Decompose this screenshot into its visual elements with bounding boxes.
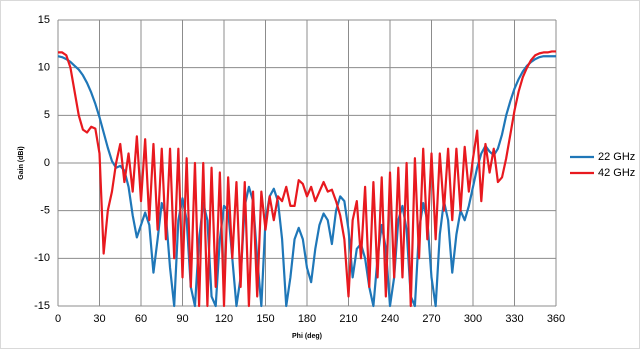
x-tick-label: 360: [547, 313, 565, 325]
y-tick-label: 10: [38, 62, 50, 74]
x-tick-label: 120: [215, 313, 233, 325]
y-tick-label: 5: [44, 109, 50, 121]
x-tick-label: 90: [176, 313, 188, 325]
y-tick-label: 15: [38, 14, 50, 26]
x-axis-label: Phi (deg): [292, 333, 322, 340]
legend-label: 22 GHz: [598, 151, 635, 163]
legend-label: 42 GHz: [598, 167, 635, 179]
y-tick-label: -5: [40, 205, 50, 217]
y-axis-label: Gain (dBi): [18, 146, 25, 179]
y-tick-label: -10: [34, 252, 50, 264]
x-tick-label: 150: [256, 313, 274, 325]
x-tick-label: 330: [505, 313, 523, 325]
x-tick-label: 180: [298, 313, 316, 325]
y-tick-label: 0: [44, 157, 50, 169]
x-tick-label: 0: [55, 313, 61, 325]
y-tick-label: -15: [34, 300, 50, 312]
series-line: [57, 55, 556, 308]
x-tick-label: 60: [135, 313, 147, 325]
x-tick-label: 270: [422, 313, 440, 325]
x-tick-label: 240: [381, 313, 399, 325]
x-tick-label: 300: [464, 313, 482, 325]
series-line: [58, 50, 556, 308]
x-tick-label: 30: [93, 313, 105, 325]
x-tick-label: 210: [339, 313, 357, 325]
